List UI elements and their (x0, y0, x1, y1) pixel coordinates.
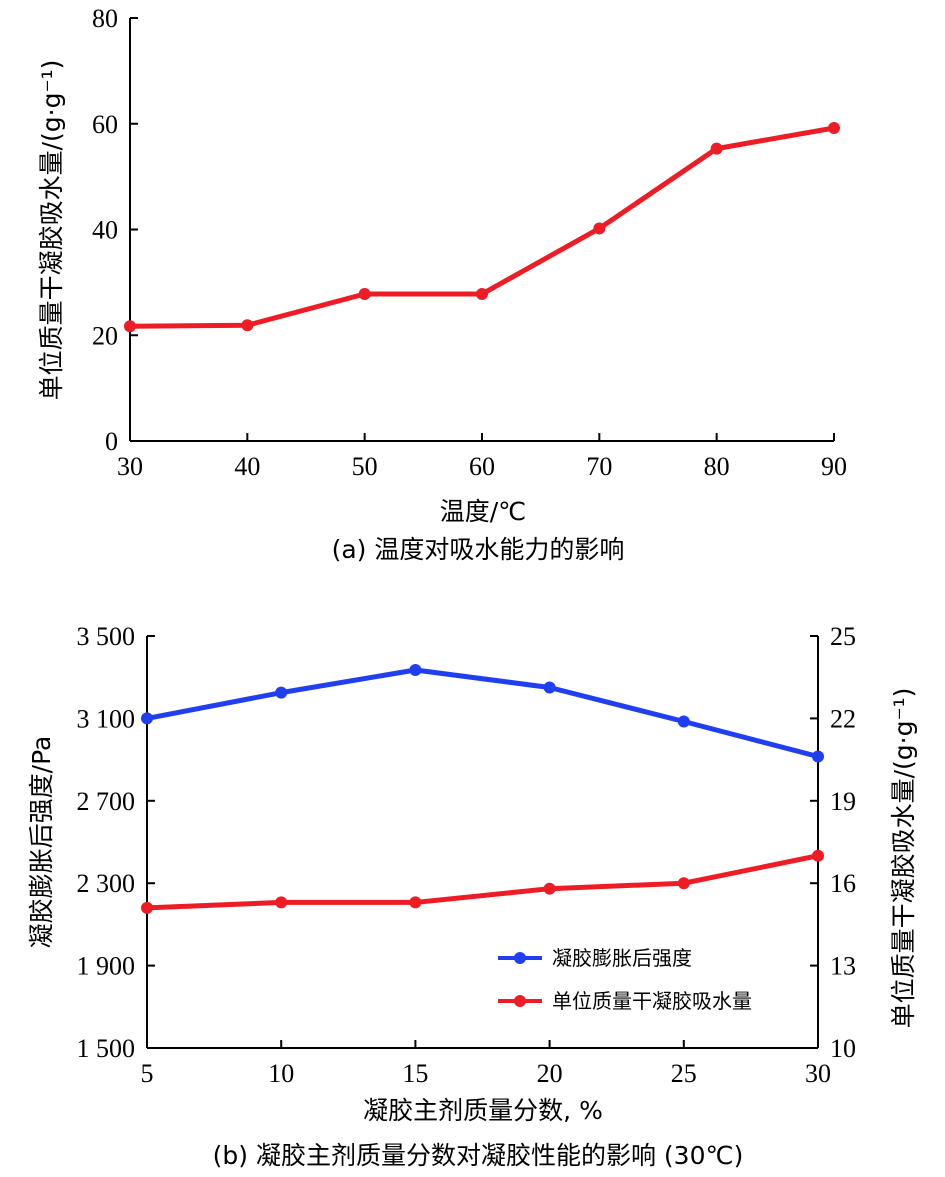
panel-a-temperature-chart: 30 40 50 60 70 80 90 0 20 40 60 80 单位质量干凝胶吸水量/(g·g⁻… (37, 4, 847, 564)
panel-a-caption: (a) 温度对吸水能力的影响 (332, 535, 625, 564)
panel-b-strength-point (812, 750, 824, 763)
panel-b-left-y-tick-label: 2 300 (77, 869, 136, 898)
panel-b-absorption-point (543, 882, 556, 895)
legend-strength-label: 凝胶膨胀后强度 (552, 946, 692, 970)
panel-b-absorption-point (812, 849, 824, 862)
panel-b-right-y-tick-label: 16 (830, 869, 856, 898)
panel-a-data-point (593, 222, 606, 235)
panel-b-left-y-tick-label: 2 700 (77, 787, 136, 816)
panel-a-y-tick-label: 20 (92, 321, 118, 350)
panel-b-x-tick-label: 20 (537, 1059, 563, 1088)
legend-absorption-label: 单位质量干凝胶吸水量 (552, 989, 752, 1013)
panel-a-data-point (124, 320, 136, 333)
panel-a-y-tick-label: 40 (92, 216, 118, 245)
panel-b-left-y-axis-label: 凝胶膨胀后强度/Pa (27, 736, 56, 949)
panel-a-x-tick-label: 90 (821, 452, 847, 481)
panel-b-left-y-tick-label: 3 100 (77, 704, 136, 733)
panel-b-right-y-tick-label: 19 (830, 787, 856, 816)
panel-b-right-y-tick-label: 13 (830, 952, 856, 981)
panel-b-absorption-point (275, 896, 288, 909)
panel-a-data-point (358, 288, 371, 301)
panel-b-left-y-tick-label: 1 900 (77, 952, 136, 981)
panel-b-x-tick-label: 30 (805, 1059, 831, 1088)
panel-a-y-tick-label: 60 (92, 110, 118, 139)
panel-a-x-tick-label: 50 (352, 452, 378, 481)
panel-b-x-axis-label: 凝胶主剂质量分数, % (363, 1096, 603, 1125)
panel-b-x-tick-label: 15 (402, 1059, 428, 1088)
panel-b-right-y-tick-label: 25 (830, 622, 856, 651)
panel-b-right-y-tick-label: 22 (830, 704, 856, 733)
panel-b-strength-line (146, 667, 819, 759)
panel-b-right-y-tick-label: 10 (830, 1034, 856, 1063)
panel-a-x-axis-label: 温度/℃ (440, 497, 527, 526)
panel-b-strength-point (543, 681, 556, 694)
panel-a-y-axis-label: 单位质量干凝胶吸水量/(g·g⁻¹) (37, 60, 66, 401)
panel-b-caption: (b) 凝胶主剂质量分数对凝胶性能的影响 (30℃) (213, 1141, 744, 1170)
panel-b-strength-point (409, 663, 422, 676)
panel-b-x-tick-label: 5 (141, 1059, 154, 1088)
panel-a-y-tick-label: 80 (92, 4, 118, 33)
panel-b-legend: 凝胶膨胀后强度 单位质量干凝胶吸水量 (498, 946, 752, 1013)
panel-a-x-tick-label: 70 (586, 452, 612, 481)
panel-b-absorption-point (677, 877, 690, 890)
panel-b-absorption-point (141, 901, 153, 914)
panel-a-x-tick-label: 30 (117, 452, 143, 481)
panel-b-strength-point (275, 686, 288, 699)
panel-b-strength-point (141, 712, 153, 725)
panel-a-data-point (241, 319, 254, 332)
panel-a-data-point (828, 121, 840, 134)
panel-a-x-tick-label: 60 (469, 452, 495, 481)
panel-b-concentration-chart: 5 10 15 20 25 30 1 500 1 900 2 300 2 700 3 100 3 50… (27, 622, 918, 1170)
panel-a-data-point (710, 142, 723, 155)
panel-a-x-tick-label: 80 (704, 452, 730, 481)
panel-b-right-y-axis-label: 单位质量干凝胶吸水量/(g·g⁻¹) (889, 688, 918, 1029)
panel-b-left-y-tick-label: 3 500 (77, 622, 136, 651)
panel-b-x-tick-label: 25 (671, 1059, 697, 1088)
panel-a-x-tick-label: 40 (234, 452, 260, 481)
legend-strength-marker (514, 952, 526, 964)
panel-a-data-point (476, 288, 488, 301)
panel-b-absorption-point (409, 896, 422, 909)
panel-a-y-tick-label: 0 (105, 427, 118, 456)
panel-b-left-y-tick-label: 1 500 (77, 1034, 136, 1063)
panel-b-absorption-line (146, 853, 819, 911)
panel-b-x-tick-label: 10 (268, 1059, 294, 1088)
legend-absorption-marker (514, 995, 526, 1007)
panel-b-strength-point (677, 715, 690, 728)
